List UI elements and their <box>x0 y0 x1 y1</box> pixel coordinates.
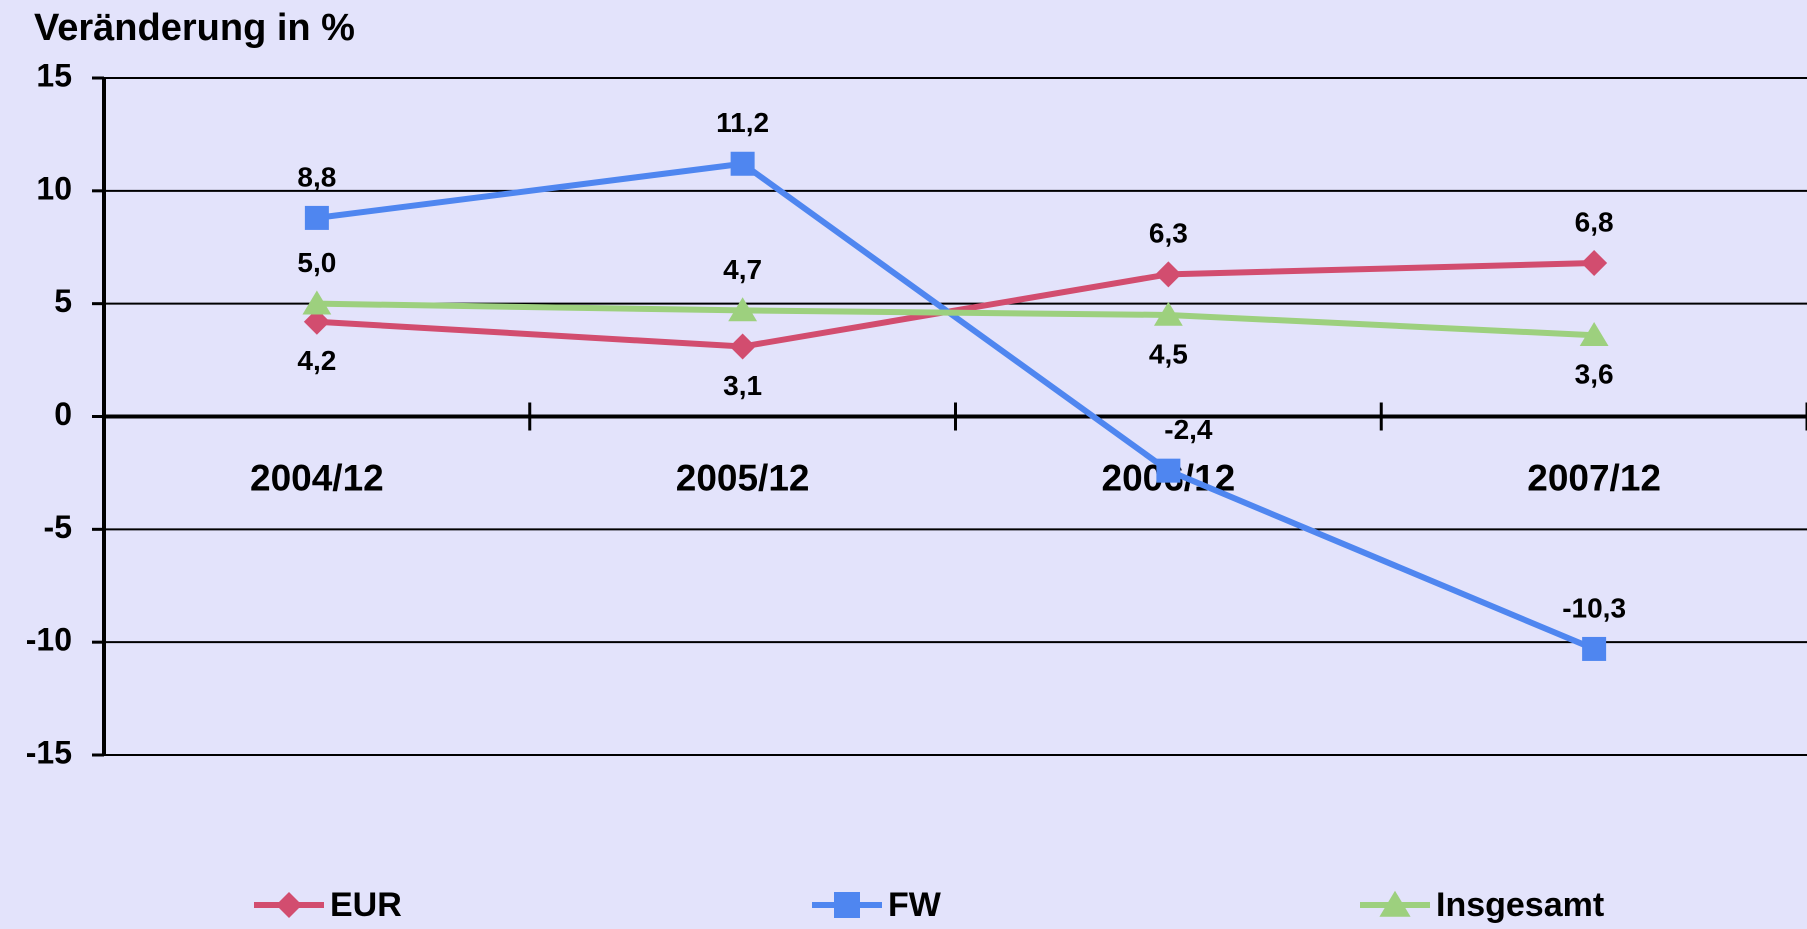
y-tick-label: 0 <box>54 396 72 432</box>
data-label: 3,6 <box>1575 359 1614 390</box>
marker <box>1581 250 1608 277</box>
legend-label: FW <box>888 886 942 924</box>
data-label: 4,2 <box>297 345 336 376</box>
y-tick-label: -5 <box>44 509 72 545</box>
marker <box>1155 261 1182 288</box>
marker <box>1579 322 1609 347</box>
y-tick-label: 5 <box>54 283 72 319</box>
data-label: -10,3 <box>1562 592 1626 623</box>
data-label: -2,4 <box>1164 414 1213 445</box>
marker <box>1156 458 1181 483</box>
data-label: 8,8 <box>297 161 336 192</box>
marker <box>728 297 758 322</box>
marker <box>729 333 756 360</box>
data-label: 4,7 <box>723 254 762 285</box>
line <box>316 160 1596 652</box>
y-tick-label: -15 <box>26 734 72 770</box>
marker <box>302 290 332 315</box>
marker <box>303 308 330 335</box>
legend-marker <box>834 892 860 918</box>
y-tick-label: 10 <box>36 170 72 206</box>
x-tick-label: 2005/12 <box>676 457 810 498</box>
data-label: 6,3 <box>1149 218 1188 249</box>
chart-title: Veränderung in % <box>34 7 355 49</box>
legend-marker <box>1379 890 1411 917</box>
legend-label: EUR <box>330 886 402 924</box>
marker <box>730 151 755 176</box>
data-label: 6,8 <box>1575 206 1614 237</box>
y-tick-label: -10 <box>26 622 72 658</box>
data-label: 11,2 <box>716 107 769 138</box>
y-tick-label: 15 <box>36 57 72 93</box>
marker <box>304 205 329 230</box>
marker <box>1582 636 1607 661</box>
data-label: 5,0 <box>297 247 336 278</box>
marker <box>1153 301 1183 326</box>
data-label: 3,1 <box>723 370 762 401</box>
x-tick-label: 2004/12 <box>250 457 384 498</box>
data-label: 4,5 <box>1149 338 1188 369</box>
legend-marker <box>276 892 302 918</box>
line <box>316 300 1595 339</box>
legend-label: Insgesamt <box>1436 886 1604 924</box>
x-tick-label: 2007/12 <box>1527 457 1661 498</box>
